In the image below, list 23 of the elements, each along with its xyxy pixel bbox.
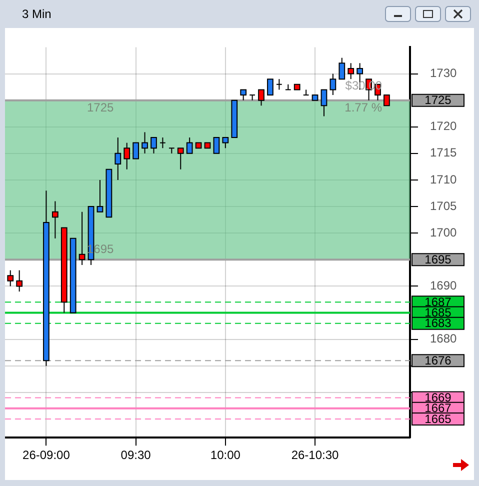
y-tick-label: 1710 — [430, 172, 458, 186]
x-tick-label: 26-10:30 — [291, 448, 340, 462]
x-tick-label: 26-09:00 — [22, 448, 70, 462]
candlestick — [249, 94, 256, 101]
y-tick-label: 1715 — [430, 146, 458, 160]
ref-line-label: 1676 — [424, 353, 452, 368]
y-tick-label: 1700 — [430, 225, 458, 240]
annotation: 1725 — [87, 100, 114, 115]
y-tick-label: 1720 — [430, 119, 458, 134]
candlestick — [160, 136, 166, 149]
ref-line-label: 1695 — [424, 252, 452, 266]
candlestick — [168, 148, 175, 154]
annotation: 1.77 % — [344, 100, 382, 115]
y-tick-label: 1705 — [430, 198, 458, 213]
candlestick — [302, 89, 310, 96]
ref-line-label: 1725 — [424, 93, 452, 108]
y-tick-label: 1690 — [430, 278, 458, 293]
y-tick-label: 1680 — [430, 332, 458, 346]
x-tick-label: 10:00 — [210, 448, 241, 462]
chart-title: 3 Min — [21, 7, 52, 21]
candlestick — [276, 78, 282, 90]
y-tick-label: 1730 — [430, 66, 458, 80]
x-tick-label: 09:30 — [120, 448, 152, 462]
